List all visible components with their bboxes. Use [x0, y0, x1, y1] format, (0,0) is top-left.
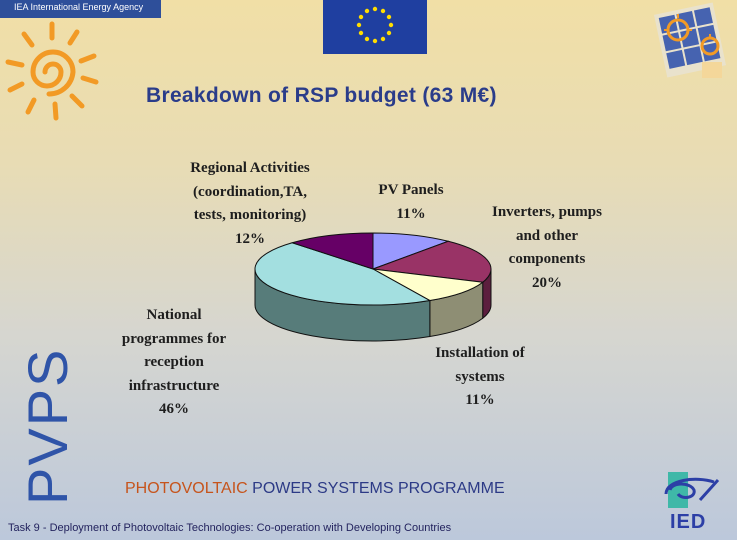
pie-slice-1: [372, 240, 492, 283]
pie-slice-3: [254, 242, 432, 306]
label-installation: Installation of systems 11%: [435, 345, 525, 408]
pie-slice-0: [372, 232, 450, 270]
pie-slice-2: [372, 268, 484, 302]
label-national: National programmes for reception infras…: [121, 307, 227, 417]
sun-logo-icon: [0, 18, 110, 128]
chart-title: Breakdown of RSP budget (63 M€): [146, 84, 497, 107]
ied-logo-icon: [660, 472, 724, 517]
pie-sides: [254, 268, 492, 342]
header-strip: IEA International Energy Agency: [0, 0, 161, 18]
label-pv-panels: PV Panels 11%: [378, 182, 444, 222]
solar-logo-icon: [640, 2, 730, 87]
ied-logo-text: IED: [670, 511, 707, 533]
task-description: Task 9 - Deployment of Photovoltaic Tech…: [8, 522, 452, 534]
label-regional: Regional Activities (coordination,TA, te…: [190, 160, 310, 247]
agency-name: IEA International Energy Agency: [14, 2, 144, 12]
pie-top: [254, 232, 492, 306]
pie-slice-4: [290, 232, 374, 270]
programme-rest: POWER SYSTEMS PROGRAMME: [252, 480, 505, 497]
programme-highlight: PHOTOVOLTAIC: [125, 480, 248, 497]
eu-flag-icon: [323, 0, 427, 54]
label-inverters: Inverters, pumps and other components 20…: [491, 204, 602, 291]
programme-title: PHOTOVOLTAIC POWER SYSTEMS PROGRAMME: [125, 480, 505, 498]
